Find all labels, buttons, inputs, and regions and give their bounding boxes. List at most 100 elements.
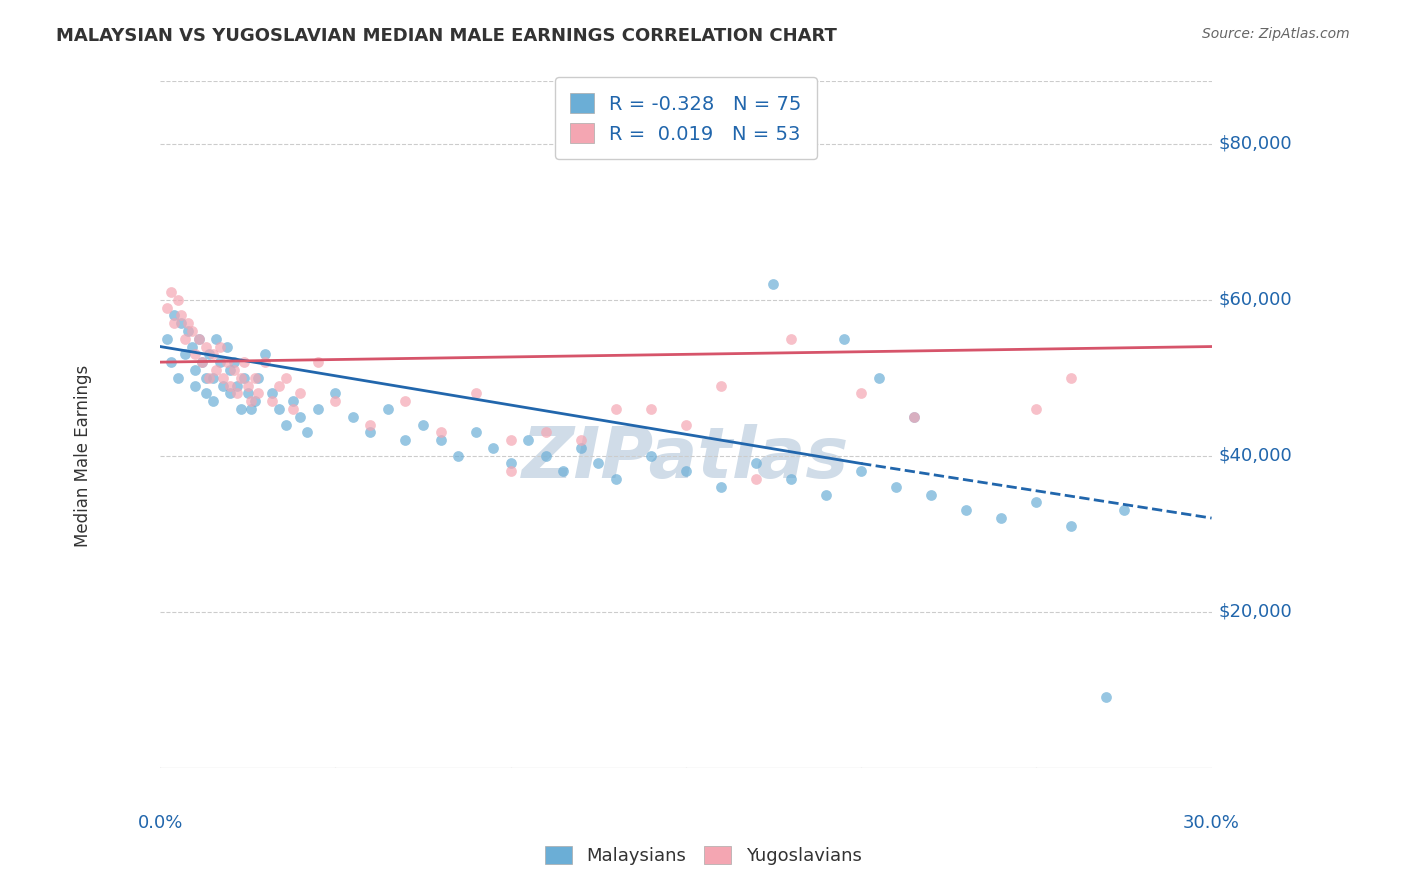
Point: [290, 386, 312, 401]
Point: [229, 370, 252, 384]
Point: [1112, 503, 1135, 517]
Point: [184, 347, 207, 361]
Point: [222, 363, 245, 377]
Point: [1060, 519, 1083, 533]
Point: [173, 332, 195, 346]
Point: [359, 425, 381, 440]
Point: [240, 401, 263, 416]
Text: $40,000: $40,000: [1219, 447, 1292, 465]
Point: [640, 449, 662, 463]
Point: [1095, 690, 1118, 705]
Point: [222, 355, 245, 369]
Point: [187, 332, 209, 346]
Point: [447, 449, 470, 463]
Point: [177, 324, 200, 338]
Point: [233, 370, 256, 384]
Point: [290, 409, 312, 424]
Point: [163, 316, 186, 330]
Point: [377, 401, 399, 416]
Point: [208, 355, 231, 369]
Point: [163, 309, 186, 323]
Point: [254, 355, 277, 369]
Point: [675, 417, 697, 432]
Point: [429, 433, 451, 447]
Point: [254, 347, 277, 361]
Point: [262, 386, 284, 401]
Point: [276, 370, 298, 384]
Point: [194, 386, 217, 401]
Point: [173, 347, 195, 361]
Point: [903, 409, 925, 424]
Point: [745, 472, 768, 486]
Point: [201, 394, 224, 409]
Point: [884, 480, 907, 494]
Point: [170, 309, 193, 323]
Point: [710, 480, 733, 494]
Point: [745, 457, 768, 471]
Point: [226, 386, 249, 401]
Point: [187, 332, 209, 346]
Point: [412, 417, 434, 432]
Point: [675, 464, 697, 478]
Point: [262, 394, 284, 409]
Point: [156, 301, 179, 315]
Point: [1025, 495, 1047, 509]
Point: [156, 332, 179, 346]
Text: Source: ZipAtlas.com: Source: ZipAtlas.com: [1202, 27, 1350, 41]
Text: $80,000: $80,000: [1219, 135, 1292, 153]
Point: [499, 457, 522, 471]
Point: [236, 378, 259, 392]
Point: [394, 394, 416, 409]
Point: [184, 363, 207, 377]
Text: 0.0%: 0.0%: [138, 814, 183, 832]
Point: [170, 316, 193, 330]
Point: [499, 464, 522, 478]
Text: $60,000: $60,000: [1219, 291, 1292, 309]
Point: [276, 417, 298, 432]
Legend: R = -0.328   N = 75, R =  0.019   N = 53: R = -0.328 N = 75, R = 0.019 N = 53: [555, 78, 817, 160]
Point: [1060, 370, 1083, 384]
Point: [464, 425, 486, 440]
Point: [342, 409, 364, 424]
Point: [307, 355, 329, 369]
Text: $20,000: $20,000: [1219, 603, 1292, 621]
Point: [325, 386, 347, 401]
Text: Median Male Earnings: Median Male Earnings: [75, 365, 91, 547]
Point: [159, 355, 181, 369]
Point: [191, 355, 214, 369]
Point: [243, 394, 266, 409]
Point: [166, 370, 188, 384]
Point: [903, 409, 925, 424]
Point: [240, 394, 263, 409]
Point: [780, 332, 803, 346]
Point: [394, 433, 416, 447]
Point: [219, 378, 242, 392]
Point: [194, 370, 217, 384]
Point: [815, 488, 838, 502]
Point: [201, 370, 224, 384]
Point: [832, 332, 855, 346]
Point: [198, 347, 221, 361]
Point: [464, 386, 486, 401]
Point: [868, 370, 890, 384]
Legend: Malaysians, Yugoslavians: Malaysians, Yugoslavians: [536, 837, 870, 874]
Point: [219, 363, 242, 377]
Point: [212, 370, 235, 384]
Point: [208, 340, 231, 354]
Point: [177, 316, 200, 330]
Point: [226, 378, 249, 392]
Point: [534, 425, 557, 440]
Text: ZIPatlas: ZIPatlas: [522, 425, 849, 493]
Text: MALAYSIAN VS YUGOSLAVIAN MEDIAN MALE EARNINGS CORRELATION CHART: MALAYSIAN VS YUGOSLAVIAN MEDIAN MALE EAR…: [56, 27, 837, 45]
Text: 30.0%: 30.0%: [1182, 814, 1240, 832]
Point: [166, 293, 188, 307]
Point: [553, 464, 575, 478]
Point: [247, 370, 270, 384]
Point: [184, 378, 207, 392]
Point: [297, 425, 319, 440]
Point: [269, 401, 291, 416]
Point: [236, 386, 259, 401]
Point: [605, 472, 627, 486]
Point: [194, 340, 217, 354]
Point: [780, 472, 803, 486]
